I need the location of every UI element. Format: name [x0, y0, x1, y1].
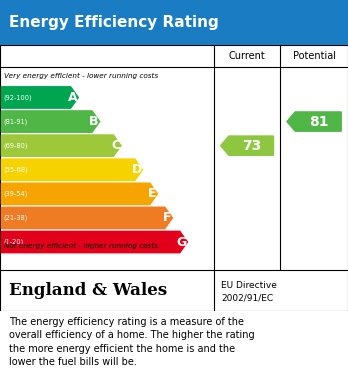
- Text: Potential: Potential: [293, 51, 335, 61]
- Text: (1-20): (1-20): [3, 239, 24, 245]
- Polygon shape: [1, 207, 173, 229]
- Text: D: D: [132, 163, 142, 176]
- Text: (92-100): (92-100): [3, 94, 32, 101]
- Polygon shape: [1, 87, 78, 108]
- Text: Current: Current: [229, 51, 266, 61]
- Text: The energy efficiency rating is a measure of the
overall efficiency of a home. T: The energy efficiency rating is a measur…: [9, 317, 254, 367]
- Text: (81-91): (81-91): [3, 118, 28, 125]
- Polygon shape: [1, 231, 188, 253]
- Polygon shape: [1, 111, 100, 132]
- Text: Energy Efficiency Rating: Energy Efficiency Rating: [9, 15, 219, 30]
- Text: B: B: [89, 115, 99, 128]
- Polygon shape: [287, 112, 341, 131]
- Polygon shape: [1, 183, 157, 204]
- Polygon shape: [221, 136, 274, 155]
- Text: (39-54): (39-54): [3, 190, 28, 197]
- Text: 73: 73: [242, 139, 261, 152]
- Text: (69-80): (69-80): [3, 142, 28, 149]
- Polygon shape: [1, 159, 142, 180]
- Text: G: G: [177, 235, 187, 249]
- Text: (21-38): (21-38): [3, 215, 28, 221]
- Text: 2002/91/EC: 2002/91/EC: [221, 293, 273, 302]
- Text: Not energy efficient - higher running costs: Not energy efficient - higher running co…: [4, 243, 158, 249]
- Text: 81: 81: [309, 115, 328, 129]
- Text: C: C: [111, 139, 120, 152]
- Text: (55-68): (55-68): [3, 167, 28, 173]
- Text: England & Wales: England & Wales: [9, 282, 167, 299]
- Text: A: A: [68, 91, 78, 104]
- Text: Very energy efficient - lower running costs: Very energy efficient - lower running co…: [4, 74, 158, 79]
- Text: EU Directive: EU Directive: [221, 281, 277, 290]
- Polygon shape: [1, 135, 121, 156]
- Text: E: E: [148, 187, 156, 200]
- Text: F: F: [163, 212, 171, 224]
